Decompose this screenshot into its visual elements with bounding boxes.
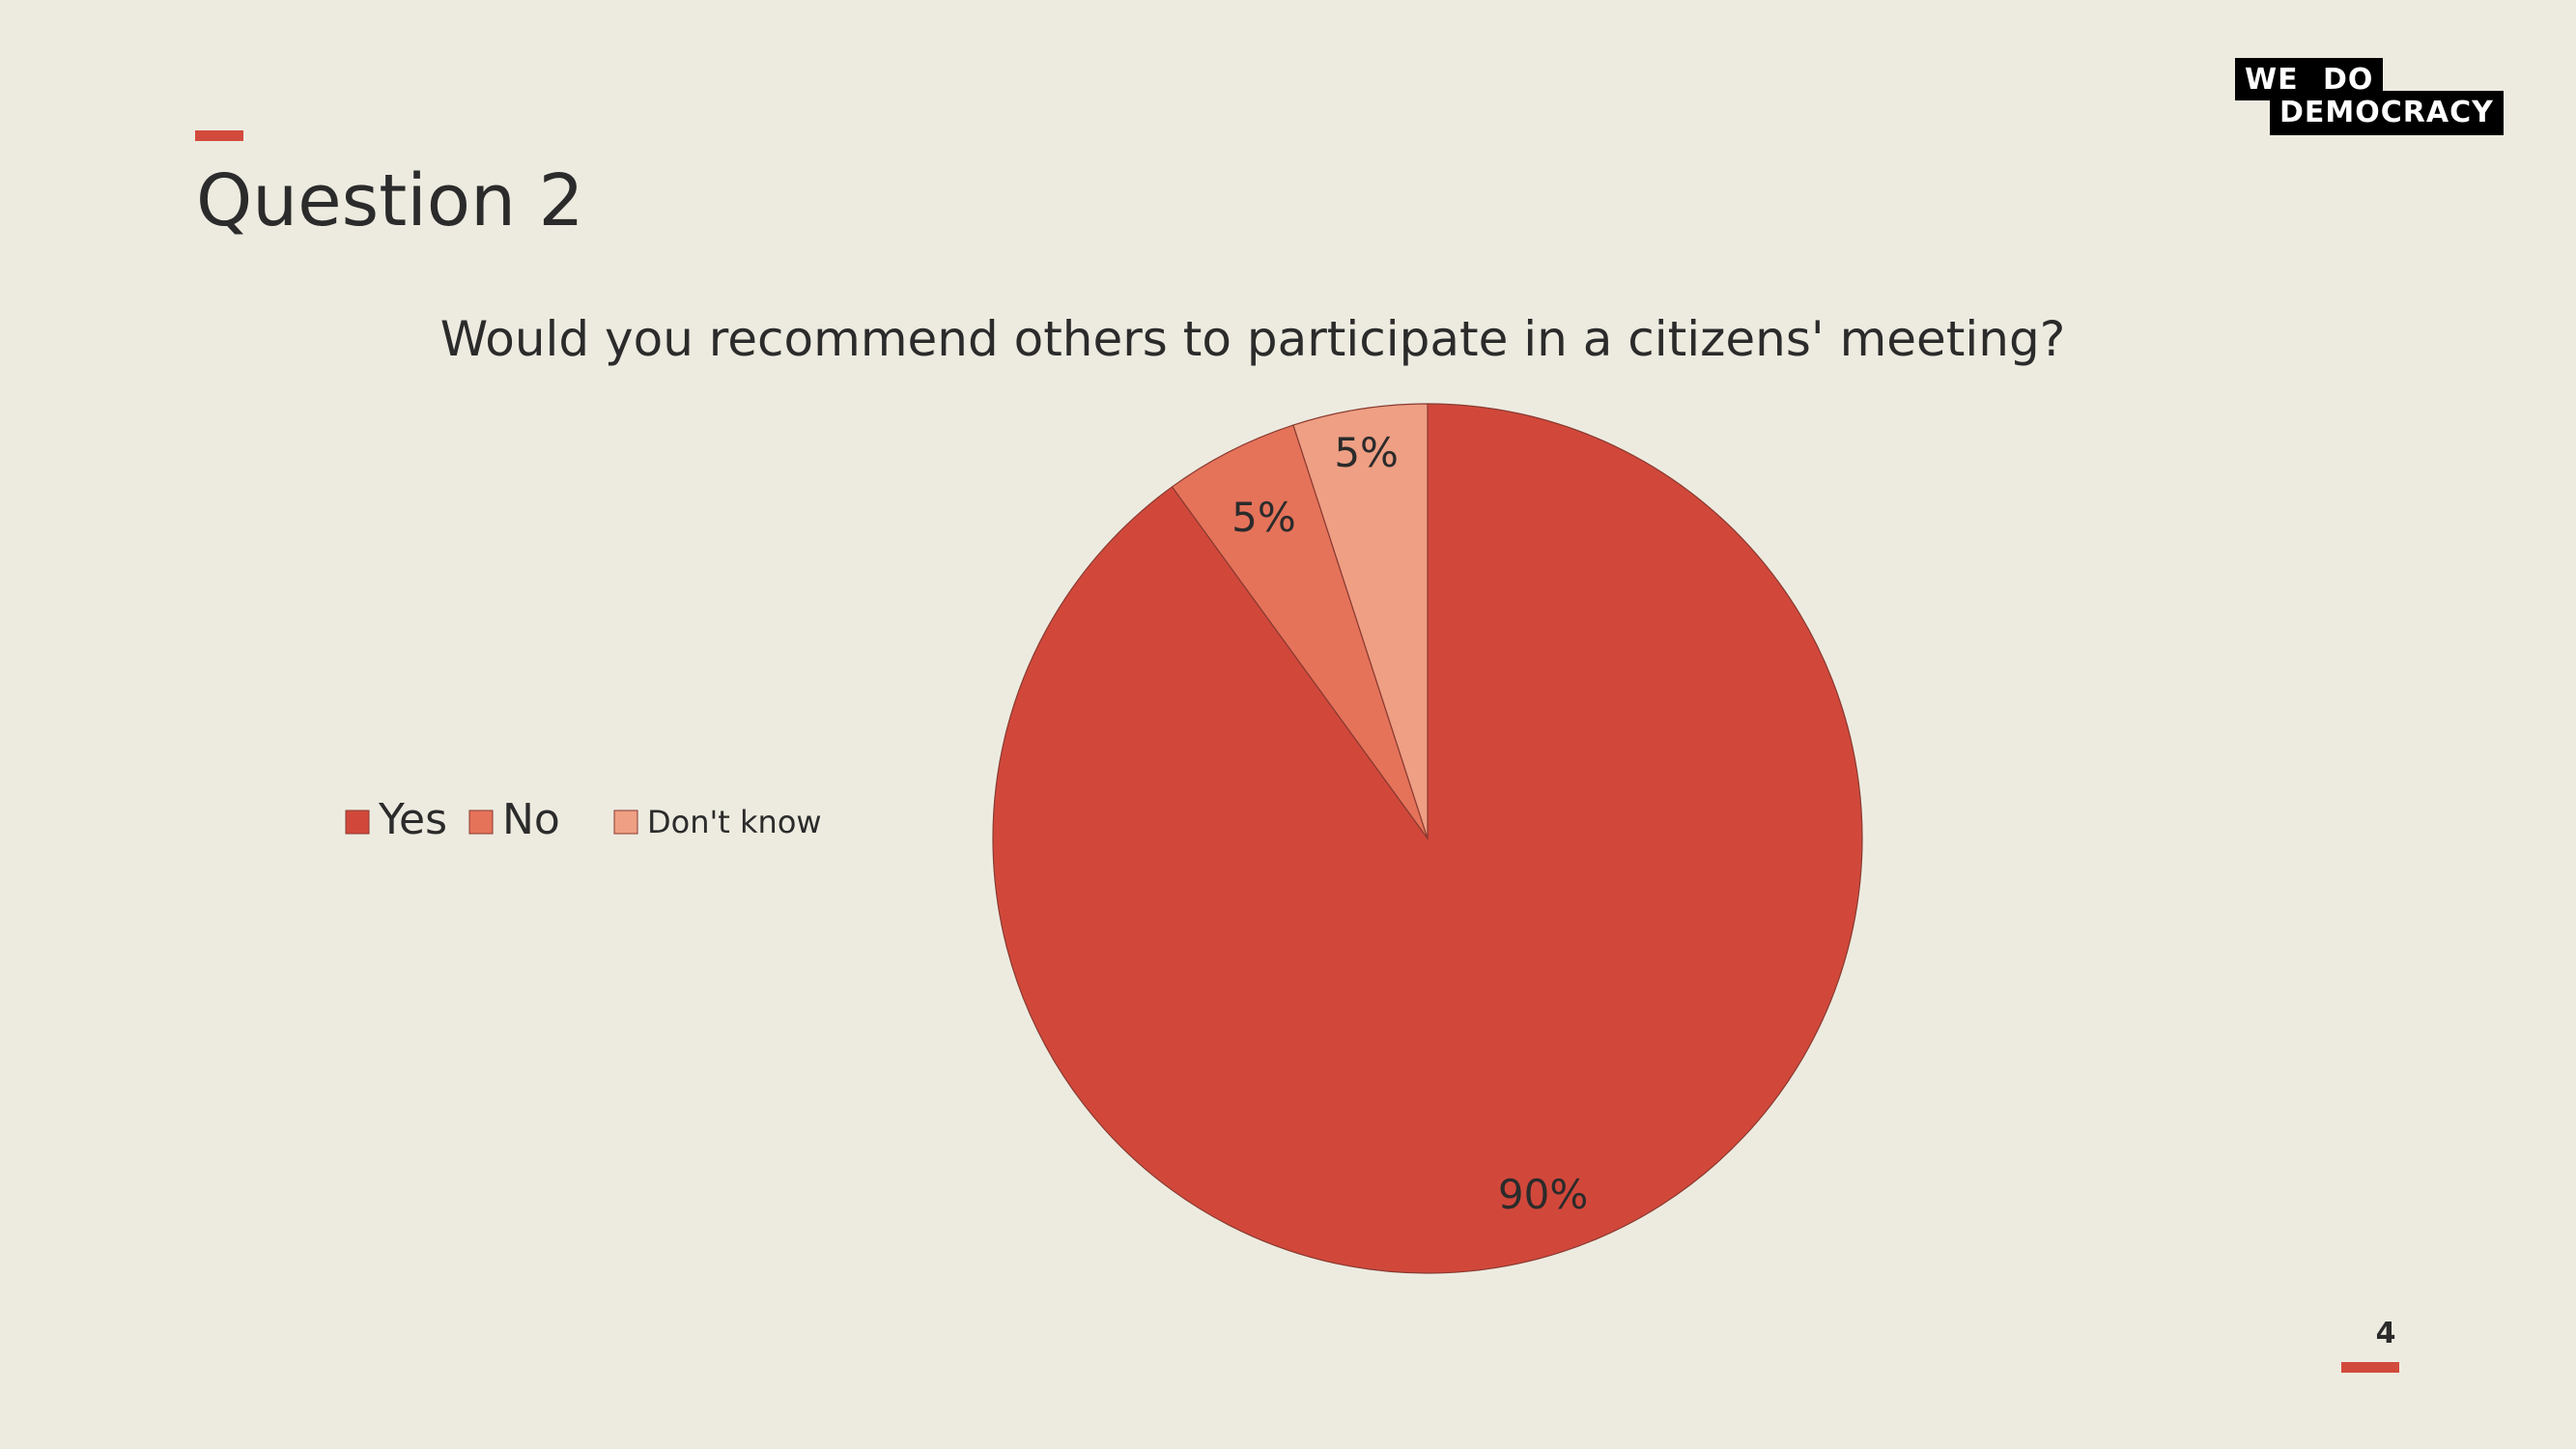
legend-label-don-t-know: Don't know <box>647 804 822 840</box>
chart-legend: Yes No Don't know <box>345 795 822 844</box>
data-label-don-t-know: 5% <box>1334 429 1399 476</box>
page-number: 4 <box>2375 1317 2396 1350</box>
pie-data-labels: 90% 5% 5% <box>1231 429 1588 1218</box>
footer-accent-bar <box>2341 1362 2399 1373</box>
legend-swatch-no <box>468 810 494 835</box>
legend-label-no: No <box>502 795 560 844</box>
title-accent-bar <box>195 130 243 141</box>
pie-slices <box>992 403 1863 1274</box>
we-do-democracy-logo: WE DO DEMOCRACY <box>2235 58 2504 137</box>
data-label-no: 5% <box>1231 494 1296 541</box>
chart-title: Would you recommend others to participat… <box>440 311 2066 367</box>
legend-swatch-yes <box>345 810 370 835</box>
pie-slice-don-t-know <box>1292 403 1429 839</box>
logo-line-2: DEMOCRACY <box>2270 91 2504 135</box>
data-label-yes: 90% <box>1498 1171 1588 1218</box>
page-title: Question 2 <box>196 159 584 242</box>
legend-label-yes: Yes <box>378 795 447 844</box>
legend-swatch-don-t-know <box>613 810 638 835</box>
